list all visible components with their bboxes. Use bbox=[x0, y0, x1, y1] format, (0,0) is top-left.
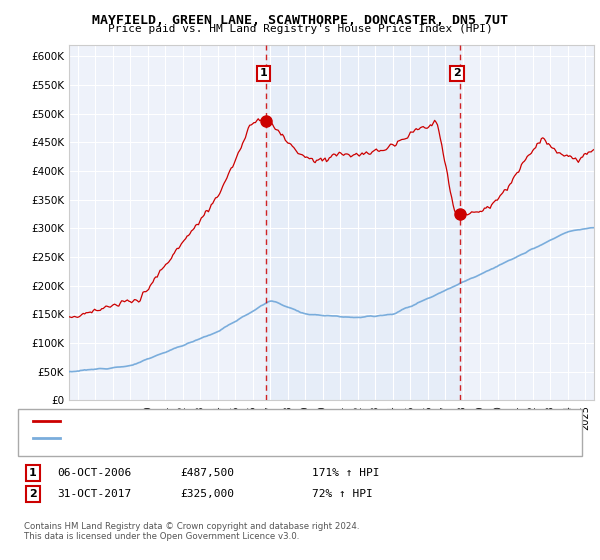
Text: 1: 1 bbox=[29, 468, 37, 478]
Text: 72% ↑ HPI: 72% ↑ HPI bbox=[312, 489, 373, 499]
Text: MAYFIELD, GREEN LANE, SCAWTHORPE, DONCASTER, DN5 7UT (detached house): MAYFIELD, GREEN LANE, SCAWTHORPE, DONCAS… bbox=[65, 416, 463, 426]
Text: 171% ↑ HPI: 171% ↑ HPI bbox=[312, 468, 380, 478]
Text: £325,000: £325,000 bbox=[180, 489, 234, 499]
Text: 06-OCT-2006: 06-OCT-2006 bbox=[57, 468, 131, 478]
Text: 1: 1 bbox=[259, 68, 267, 78]
Text: Price paid vs. HM Land Registry's House Price Index (HPI): Price paid vs. HM Land Registry's House … bbox=[107, 24, 493, 34]
Text: 2: 2 bbox=[29, 489, 37, 499]
Text: 2: 2 bbox=[453, 68, 461, 78]
Text: HPI: Average price, detached house, Doncaster: HPI: Average price, detached house, Donc… bbox=[65, 433, 296, 443]
Bar bbox=[266, 45, 460, 400]
Text: 31-OCT-2017: 31-OCT-2017 bbox=[57, 489, 131, 499]
Text: £487,500: £487,500 bbox=[180, 468, 234, 478]
Text: MAYFIELD, GREEN LANE, SCAWTHORPE, DONCASTER, DN5 7UT: MAYFIELD, GREEN LANE, SCAWTHORPE, DONCAS… bbox=[92, 14, 508, 27]
Text: Contains HM Land Registry data © Crown copyright and database right 2024.
This d: Contains HM Land Registry data © Crown c… bbox=[24, 522, 359, 542]
